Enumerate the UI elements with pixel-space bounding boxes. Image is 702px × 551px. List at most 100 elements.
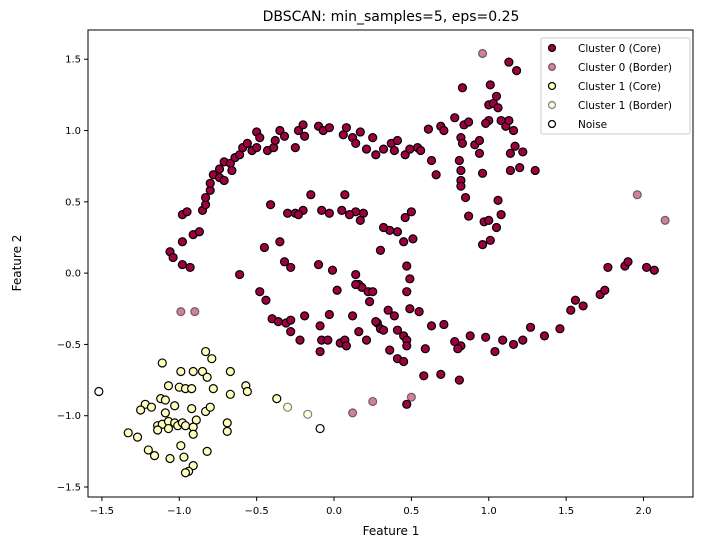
point-cluster-0-core: [481, 118, 491, 129]
point-cluster-0-core: [347, 311, 358, 321]
point-cluster-0-core: [293, 210, 304, 220]
point-cluster-1-core: [179, 452, 189, 462]
point-cluster-0-core: [399, 356, 409, 367]
point-cluster-0-core: [286, 262, 296, 273]
point-cluster-0-core: [530, 165, 540, 176]
point-cluster-0-core: [406, 207, 416, 217]
point-cluster-0-border: [176, 307, 186, 317]
point-cluster-0-core: [252, 143, 262, 153]
point-cluster-0-core: [341, 341, 352, 351]
legend-label: Cluster 0 (Border): [578, 62, 672, 74]
point-cluster-1-core: [146, 402, 157, 412]
point-cluster-1-core: [165, 453, 175, 464]
point-cluster-1-core: [123, 428, 133, 438]
x-tick-label: 0.0: [326, 506, 342, 517]
point-cluster-0-core: [332, 285, 342, 295]
point-cluster-1-core: [205, 402, 215, 412]
point-cluster-0-core: [351, 279, 361, 290]
point-cluster-0-core: [286, 315, 296, 325]
point-cluster-0-core: [290, 143, 300, 153]
point-cluster-0-core: [493, 195, 503, 206]
point-cluster-0-core: [383, 305, 393, 315]
point-cluster-0-core: [504, 57, 514, 67]
x-tick-label: 1.0: [481, 506, 497, 517]
point-cluster-0-core: [219, 175, 229, 186]
point-cluster-0-core: [464, 211, 474, 221]
point-cluster-0-border: [660, 215, 670, 225]
point-cluster-0-core: [426, 155, 437, 166]
point-cluster-0-core: [300, 131, 310, 141]
point-cluster-0-core: [341, 123, 352, 133]
point-cluster-1-core: [132, 432, 143, 442]
point-cluster-0-core: [453, 344, 463, 354]
point-cluster-0-core: [555, 324, 565, 334]
point-cluster-0-core: [477, 168, 488, 178]
legend-marker: [547, 100, 557, 110]
legend-box: [540, 37, 691, 135]
point-cluster-0-core: [315, 346, 325, 357]
point-cluster-0-core: [177, 237, 187, 247]
point-cluster-0-core: [460, 192, 471, 203]
point-cluster-0-border: [406, 392, 416, 402]
legend-label: Cluster 0 (Core): [578, 43, 661, 55]
point-cluster-1-core: [160, 395, 170, 405]
point-cluster-1-core: [163, 381, 174, 391]
point-cluster-0-core: [361, 144, 372, 154]
point-cluster-0-core: [392, 135, 403, 146]
point-cluster-0-core: [414, 307, 424, 317]
point-cluster-1-core: [222, 426, 232, 437]
point-cluster-1-core: [176, 366, 186, 377]
point-cluster-0-core: [408, 234, 418, 244]
point-cluster-1-core: [176, 441, 186, 451]
point-cluster-0-core: [525, 322, 536, 332]
point-cluster-1-core: [187, 384, 197, 394]
point-cluster-0-core: [464, 117, 474, 127]
point-cluster-0-core: [279, 257, 290, 267]
point-cluster-1-core: [163, 423, 174, 434]
point-cluster-0-core: [498, 335, 508, 345]
point-cluster-0-core: [515, 163, 525, 173]
point-cluster-0-core: [539, 331, 550, 341]
plot-frame: [87, 29, 694, 498]
point-cluster-1-core: [143, 445, 153, 455]
point-cluster-0-core: [368, 133, 378, 143]
point-cluster-0-core: [273, 317, 283, 327]
point-cluster-0-core: [405, 304, 415, 314]
point-cluster-0-core: [365, 297, 375, 307]
point-cluster-0-core: [283, 208, 293, 218]
y-tick-label: −1.5: [57, 483, 81, 494]
point-cluster-0-core: [508, 125, 519, 136]
point-cluster-1-core: [188, 366, 198, 377]
point-cluster-0-core: [431, 170, 441, 180]
point-cluster-0-border: [190, 307, 200, 317]
point-cluster-0-core: [306, 190, 316, 200]
point-cluster-0-core: [351, 269, 361, 280]
point-cluster-0-core: [255, 287, 265, 297]
legend-label: Cluster 1 (Border): [578, 100, 672, 112]
x-axis-label: Feature 1: [363, 524, 420, 538]
point-cluster-1-core: [202, 372, 212, 382]
point-cluster-0-core: [439, 125, 449, 136]
point-cluster-1-border: [283, 402, 293, 412]
point-cluster-0-core: [371, 150, 381, 160]
points-layer: [94, 48, 670, 478]
point-cluster-0-core: [378, 222, 389, 233]
point-cluster-0-border: [477, 48, 488, 59]
point-cluster-0-core: [261, 295, 271, 305]
point-cluster-0-core: [623, 257, 633, 267]
y-tick-label: −1.0: [57, 411, 81, 422]
point-cluster-0-core: [566, 305, 576, 315]
point-cluster-0-core: [454, 155, 464, 166]
point-cluster-0-core: [300, 311, 310, 321]
x-tick-label: −1.5: [90, 506, 114, 517]
point-cluster-0-core: [400, 212, 410, 223]
y-tick-label: 1.0: [65, 126, 81, 137]
point-cluster-0-core: [275, 237, 285, 247]
point-cluster-0-core: [337, 205, 347, 215]
point-cluster-0-core: [477, 240, 488, 250]
point-cluster-1-core: [207, 354, 217, 364]
point-cluster-1-core: [202, 446, 212, 456]
point-cluster-0-core: [323, 335, 333, 345]
point-cluster-0-core: [324, 208, 334, 218]
point-cluster-0-core: [641, 262, 652, 273]
